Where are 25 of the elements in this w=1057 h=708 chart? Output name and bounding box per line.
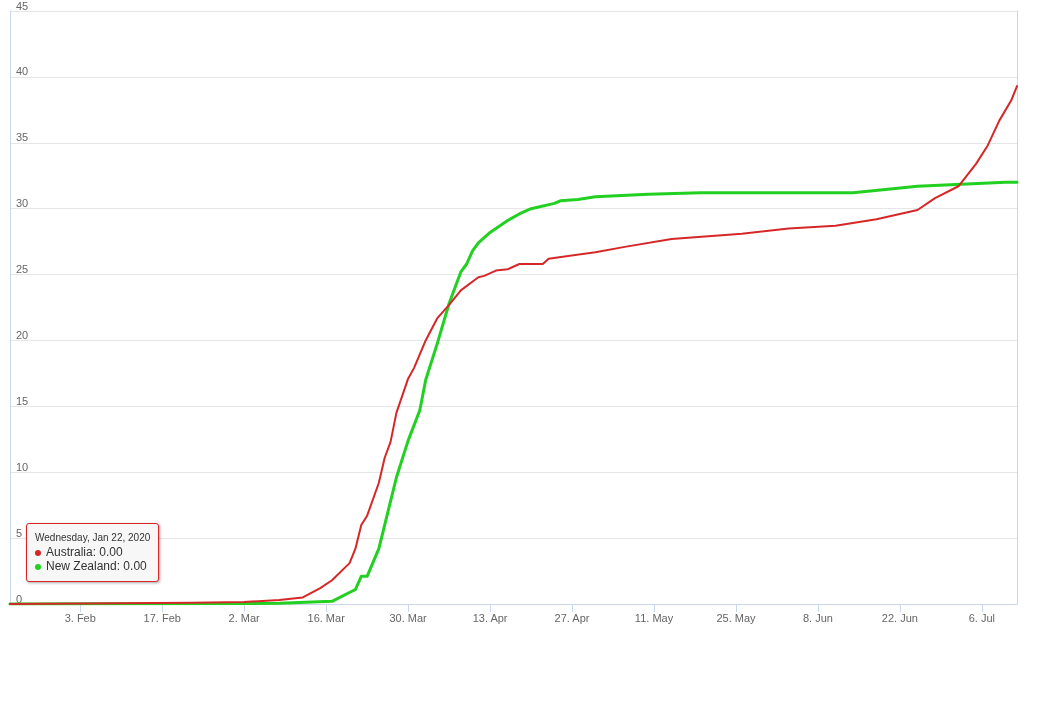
y-tick-label: 45 [16,0,29,12]
x-tick-label: 13. Apr [472,611,508,624]
x-tick-label: 30. Mar [389,611,428,624]
y-tick-label: 10 [16,460,29,473]
x-tick-label: 3. Feb [64,611,96,624]
y-tick-label: 40 [16,65,29,78]
x-tick-label: 2. Mar [228,611,261,624]
annotation: Australia: 0.00 [46,545,123,559]
x-tick-label: 11. May [634,611,674,624]
x-tick-label: 6. Jul [968,611,996,624]
y-tick-label: 0 [16,592,23,605]
x-tick-label: 8. Jun [802,611,833,624]
x-tick-label: 27. Apr [554,611,590,624]
y-tick-label: 15 [16,394,29,407]
y-tick-label: 25 [16,263,29,276]
y-tick-label: 5 [16,526,23,539]
annotation: Wednesday, Jan 22, 2020 [35,532,151,543]
y-tick-label: 20 [16,328,29,341]
y-tick-label: 30 [16,197,29,210]
x-tick-label: 22. Jun [881,611,918,624]
x-tick-label: 17. Feb [143,611,181,624]
y-tick-label: 35 [16,131,29,144]
x-tick-label: 25. May [716,611,757,624]
annotation: New Zealand: 0.00 [46,559,147,573]
x-tick-label: 16. Mar [307,611,346,624]
